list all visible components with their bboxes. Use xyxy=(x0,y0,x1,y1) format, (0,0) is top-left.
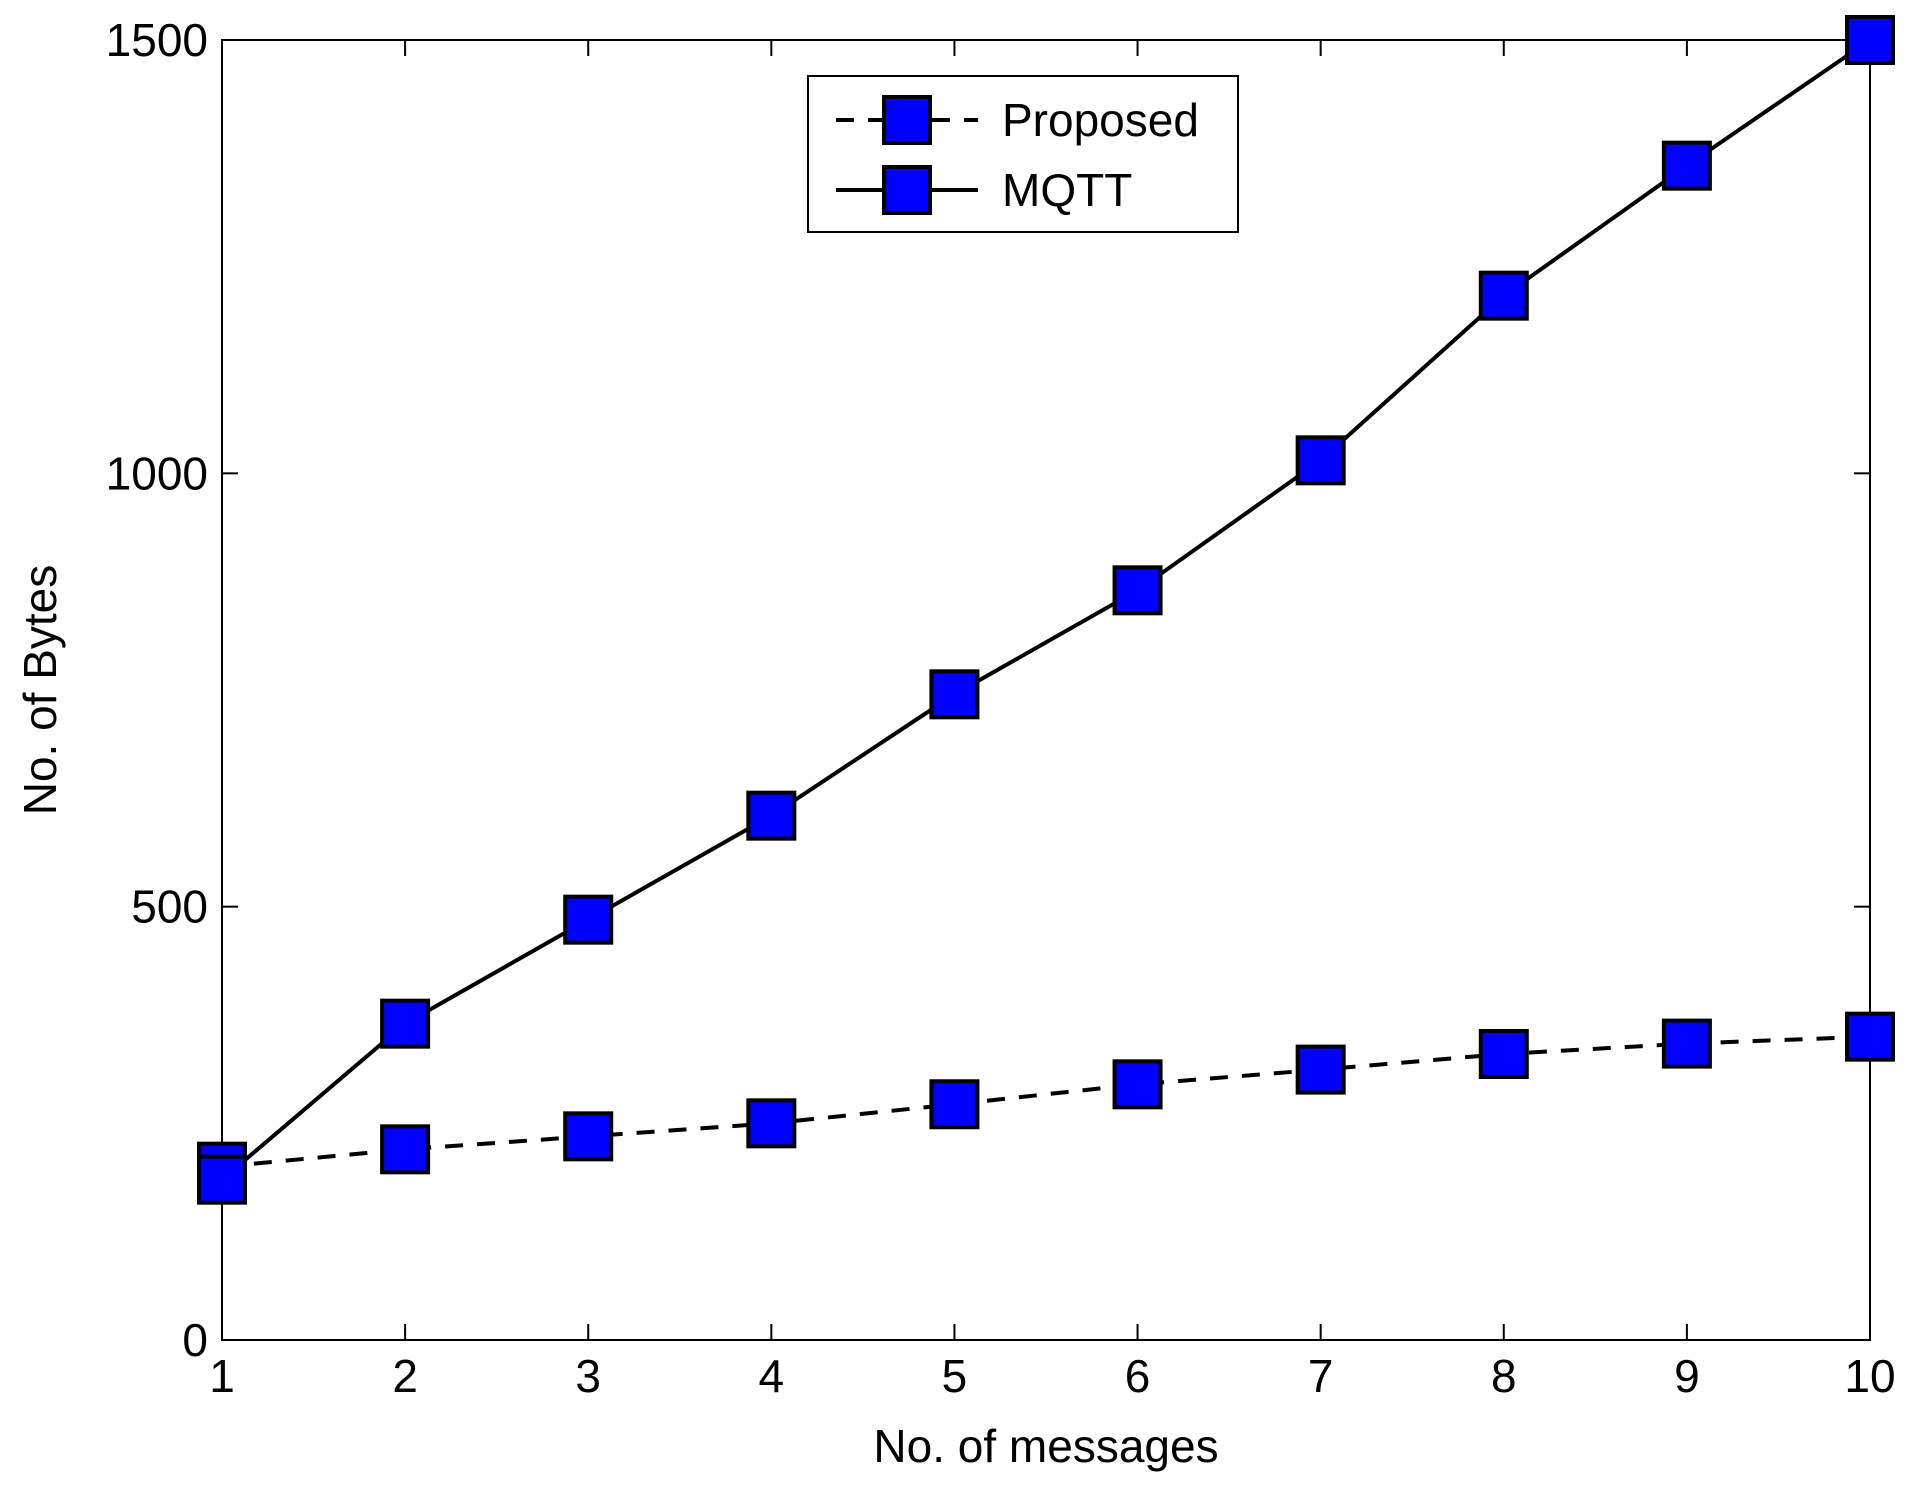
legend: Proposed MQTT xyxy=(807,75,1239,233)
y-tick-label: 1500 xyxy=(106,14,208,66)
data-point xyxy=(380,1124,431,1175)
series-line xyxy=(221,1034,1871,1169)
y-axis-ticks: 0 500 1000 1500 xyxy=(106,14,1870,1366)
x-axis-label: No. of messages xyxy=(873,1420,1218,1472)
series-line xyxy=(220,38,1872,1182)
plot-area xyxy=(221,39,1871,1341)
y-tick-label: 1000 xyxy=(106,447,208,499)
data-point xyxy=(197,1154,247,1205)
x-tick-label: 10 xyxy=(1844,1350,1895,1402)
y-tick-label: 0 xyxy=(182,1314,208,1366)
data-point xyxy=(1661,1018,1712,1069)
legend-box xyxy=(807,75,1239,233)
data-point xyxy=(746,790,797,841)
plot-frame xyxy=(221,39,1871,1341)
y-tick-label: 500 xyxy=(131,881,208,933)
data-point xyxy=(1112,565,1163,616)
data-point xyxy=(1845,15,1895,65)
legend-marker xyxy=(882,165,932,215)
x-tick-label: 2 xyxy=(392,1350,418,1402)
data-point xyxy=(1478,270,1529,321)
x-tick-label: 3 xyxy=(575,1350,601,1402)
data-point xyxy=(563,1111,614,1162)
data-point xyxy=(746,1098,797,1149)
legend-marker xyxy=(882,95,932,145)
y-axis-label: No. of Bytes xyxy=(14,565,66,816)
series-layer xyxy=(197,15,1895,1205)
data-point xyxy=(1112,1059,1163,1110)
data-point xyxy=(1295,1044,1346,1095)
data-point xyxy=(563,894,614,945)
x-tick-label: 1 xyxy=(209,1350,235,1402)
data-point xyxy=(1845,1011,1895,1062)
data-point xyxy=(1295,435,1346,486)
x-tick-label: 8 xyxy=(1491,1350,1517,1402)
data-point xyxy=(1661,140,1712,191)
data-point xyxy=(929,669,980,720)
legend-label: Proposed xyxy=(1002,94,1199,146)
data-point xyxy=(929,1079,980,1130)
x-tick-label: 7 xyxy=(1308,1350,1334,1402)
data-point xyxy=(380,998,431,1049)
x-tick-label: 6 xyxy=(1125,1350,1151,1402)
x-axis-ticks: 1 2 3 4 5 6 7 8 9 10 xyxy=(209,40,1896,1402)
x-tick-label: 4 xyxy=(759,1350,785,1402)
data-point xyxy=(1478,1029,1529,1079)
x-tick-label: 9 xyxy=(1674,1350,1700,1402)
legend-label: MQTT xyxy=(1002,164,1132,216)
x-tick-label: 5 xyxy=(942,1350,968,1402)
